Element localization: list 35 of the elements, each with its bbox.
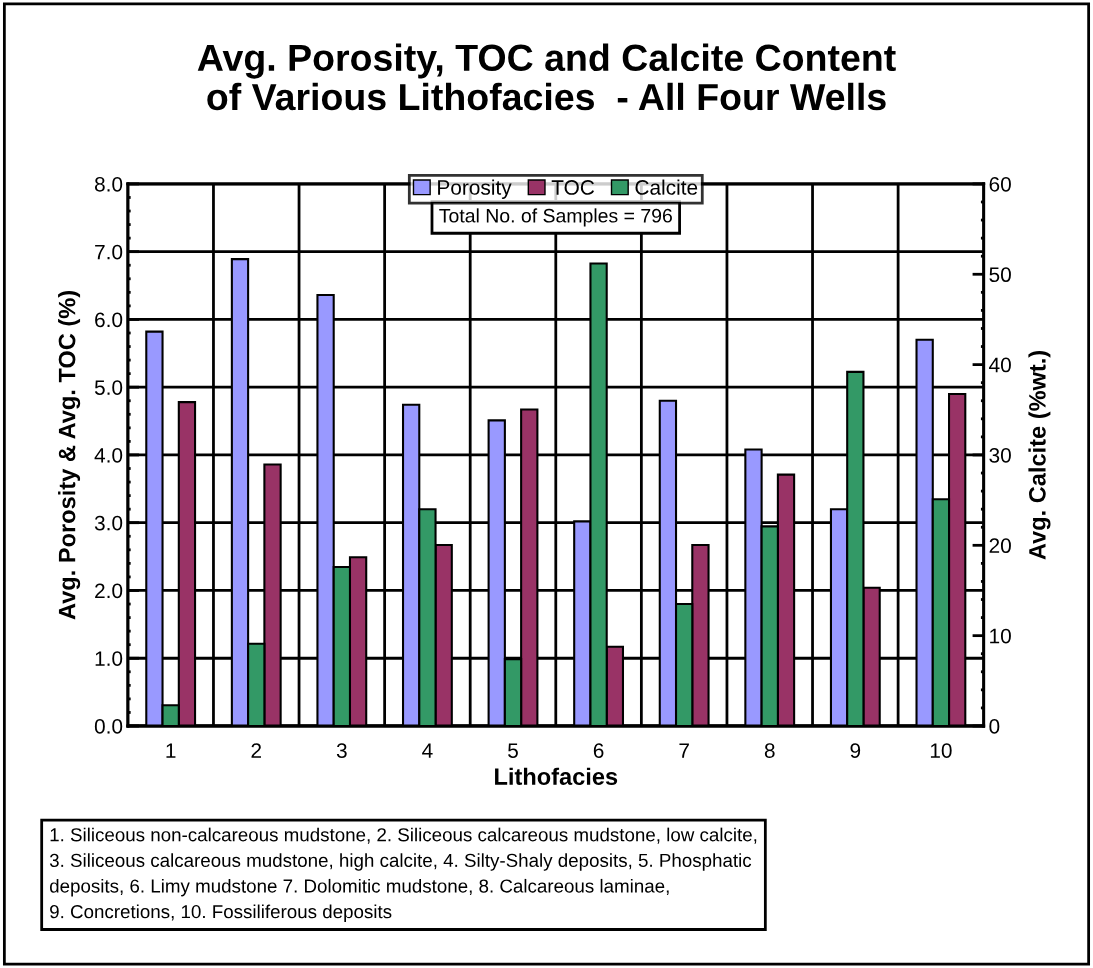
y-tick-label: 6.0 bbox=[95, 312, 123, 328]
x-axis-title: Lithofacies bbox=[495, 767, 618, 785]
y-tick-label: 2.0 bbox=[95, 583, 123, 599]
y-tick-label: 3.0 bbox=[94, 515, 123, 531]
chart-title: Avg. Porosity, TOC and Calcite Content of Various Lithofacies - All Four Wells bbox=[197, 43, 896, 111]
x-tick-label: 9 bbox=[850, 743, 861, 758]
y2-tick-label: 0 bbox=[989, 719, 1000, 734]
y-tick-label: 1.0 bbox=[95, 651, 123, 666]
legend-label: TOC bbox=[551, 180, 595, 195]
y2-tick-label: 30 bbox=[989, 447, 1011, 463]
y-tick-label: 7.0 bbox=[95, 244, 123, 260]
x-tick-label: 5 bbox=[508, 743, 518, 758]
x-tick-label: 4 bbox=[422, 743, 433, 758]
y-tick-label: 4.0 bbox=[94, 447, 123, 463]
x-tick-label: 8 bbox=[764, 743, 775, 758]
y2-tick-label: 40 bbox=[989, 357, 1011, 373]
text: 1. Siliceous non-calcareous mudstone, 2. Siliceous calcareous mudstone, low calcite, 3. Siliceous calcareous mudstone, high calcite, 4. Silty-Shaly deposits, 5. Phosphatic deposits, 6. Limy mudstone 7. Dolomitic mudstone, 8. Calcareous laminae, 9. Concretions, 10. Fossiliferous deposits bbox=[49, 827, 757, 923]
y2-tick-label: 20 bbox=[989, 538, 1011, 554]
y-tick-label: 8.0 bbox=[94, 176, 123, 192]
x-tick-label: 1 bbox=[166, 743, 176, 758]
y-axis-title: Avg. Porosity & Avg. TOC (%) bbox=[58, 291, 81, 620]
x-tick-label: 3 bbox=[336, 743, 347, 758]
y2-axis-title: Avg. Calcite (%wt.) bbox=[1028, 350, 1051, 560]
legend-label: Porosity bbox=[438, 179, 512, 199]
y2-tick-label: 50 bbox=[989, 267, 1011, 283]
annotation: Total No. of Samples = 796 bbox=[439, 208, 672, 227]
y2-tick-label: 10 bbox=[990, 628, 1011, 644]
y-tick-label: 5.0 bbox=[94, 380, 123, 395]
y2-tick-label: 60 bbox=[989, 176, 1011, 192]
x-tick-label: 7 bbox=[679, 743, 689, 758]
y-tick-label: 0.0 bbox=[94, 719, 123, 734]
x-tick-label: 2 bbox=[251, 743, 261, 758]
x-tick-label: 10 bbox=[930, 743, 952, 758]
legend-label: Calcite bbox=[635, 179, 698, 195]
x-tick-label: 6 bbox=[593, 743, 604, 758]
